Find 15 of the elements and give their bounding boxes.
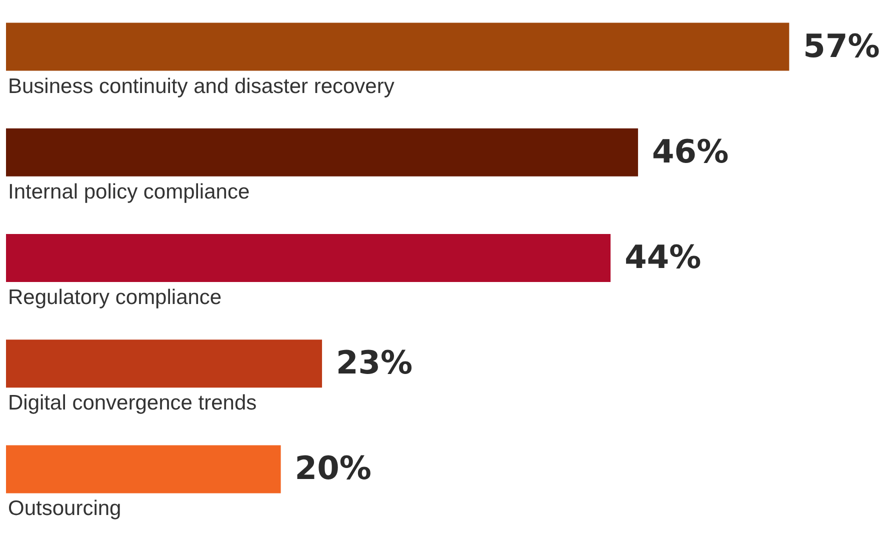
y-tick-label: Internal policy compliance (8, 180, 250, 204)
data-label: 44% (624, 238, 702, 276)
y-tick-label: Outsourcing (8, 497, 122, 520)
bar (6, 234, 611, 282)
data-label: 20% (294, 449, 372, 488)
data-label: 57% (803, 26, 880, 65)
bar (6, 340, 322, 388)
data-label: 46% (652, 132, 729, 170)
bar (6, 128, 638, 176)
y-tick-label: Regulatory compliance (8, 286, 222, 309)
data-label: 23% (336, 344, 413, 382)
bar (6, 22, 790, 71)
bar (6, 445, 281, 494)
y-tick-label: Business continuity and disaster recovery (8, 74, 395, 98)
y-tick-label: Digital convergence trends (8, 392, 257, 415)
